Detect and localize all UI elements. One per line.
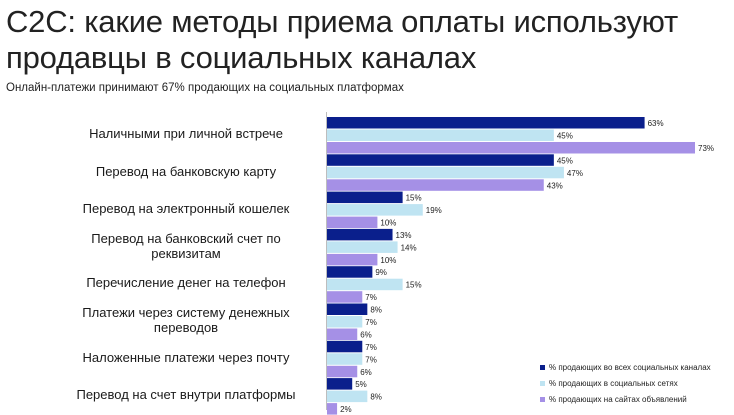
data-label: 2% — [340, 405, 352, 414]
bar — [327, 129, 554, 141]
data-label: 45% — [557, 156, 573, 165]
bar — [327, 266, 373, 278]
legend-label: % продающих на сайтах объявлений — [549, 394, 687, 404]
data-label: 47% — [567, 169, 583, 178]
bar — [327, 191, 403, 204]
data-label: 7% — [365, 343, 377, 352]
data-label: 15% — [406, 194, 422, 203]
data-label: 6% — [360, 331, 372, 340]
data-label: 5% — [355, 380, 367, 389]
data-label: 19% — [426, 206, 442, 215]
data-label: 63% — [648, 119, 664, 128]
data-label: 10% — [380, 256, 396, 265]
data-label: 7% — [365, 355, 377, 364]
bar — [327, 166, 564, 179]
legend-label: % продающих во всех социальных каналах — [549, 362, 711, 372]
data-label: 9% — [375, 268, 387, 277]
category-label: Перевод на банковский счет по реквизитам — [91, 230, 281, 261]
data-label: 10% — [380, 219, 396, 228]
bar — [327, 291, 363, 303]
data-label: 15% — [406, 281, 422, 290]
legend-swatch — [540, 397, 545, 402]
data-label: 6% — [360, 368, 372, 377]
data-label: 7% — [365, 293, 377, 302]
page-title: C2C: какие методы приема оплаты использу… — [6, 4, 679, 75]
legend-label: % продающих в социальных сетях — [549, 378, 678, 388]
bar — [327, 403, 338, 415]
bar — [327, 142, 695, 154]
page-subtitle: Онлайн-платежи принимают 67% продающих н… — [6, 82, 404, 94]
legend-swatch — [540, 365, 545, 370]
bar — [327, 303, 368, 315]
legend-item-social-networks: % продающих в социальных сетях — [540, 377, 730, 390]
category-label: Наличными при личной встрече — [89, 126, 283, 142]
bar — [327, 328, 358, 340]
bar — [327, 117, 645, 129]
data-label: 43% — [547, 181, 563, 190]
data-label: 73% — [698, 144, 714, 153]
category-label: Наложенные платежи через почту — [82, 350, 290, 366]
legend-swatch — [540, 381, 545, 386]
data-label: 45% — [557, 132, 573, 141]
category-label: Перечисление денег на телефон — [86, 275, 286, 291]
bar — [327, 204, 423, 216]
bar — [327, 253, 378, 266]
bar — [327, 216, 378, 229]
bar — [327, 179, 544, 191]
category-label: Платежи через систему денежных переводов — [82, 305, 290, 336]
data-label: 13% — [396, 231, 412, 240]
data-label: 14% — [401, 243, 417, 252]
bar — [327, 340, 363, 353]
legend-item-all-channels: % продающих во всех социальных каналах — [540, 361, 730, 374]
bar — [327, 316, 363, 328]
category-label: Перевод на счет внутри платформы — [76, 387, 296, 403]
bar — [327, 154, 554, 166]
data-label: 7% — [365, 318, 377, 327]
bar — [327, 228, 393, 241]
data-label: 8% — [370, 306, 382, 315]
bar — [327, 378, 353, 390]
category-label: Перевод на банковскую карту — [95, 163, 277, 179]
bar — [327, 353, 363, 365]
category-label: Перевод на электронный кошелек — [82, 200, 290, 216]
bar — [327, 365, 358, 378]
bar — [327, 390, 368, 403]
bar — [327, 241, 398, 253]
chart-legend: % продающих во всех социальных каналах %… — [540, 361, 730, 409]
bar — [327, 278, 403, 291]
legend-item-classifieds: % продающих на сайтах объявлений — [540, 393, 730, 406]
data-label: 8% — [370, 393, 382, 402]
